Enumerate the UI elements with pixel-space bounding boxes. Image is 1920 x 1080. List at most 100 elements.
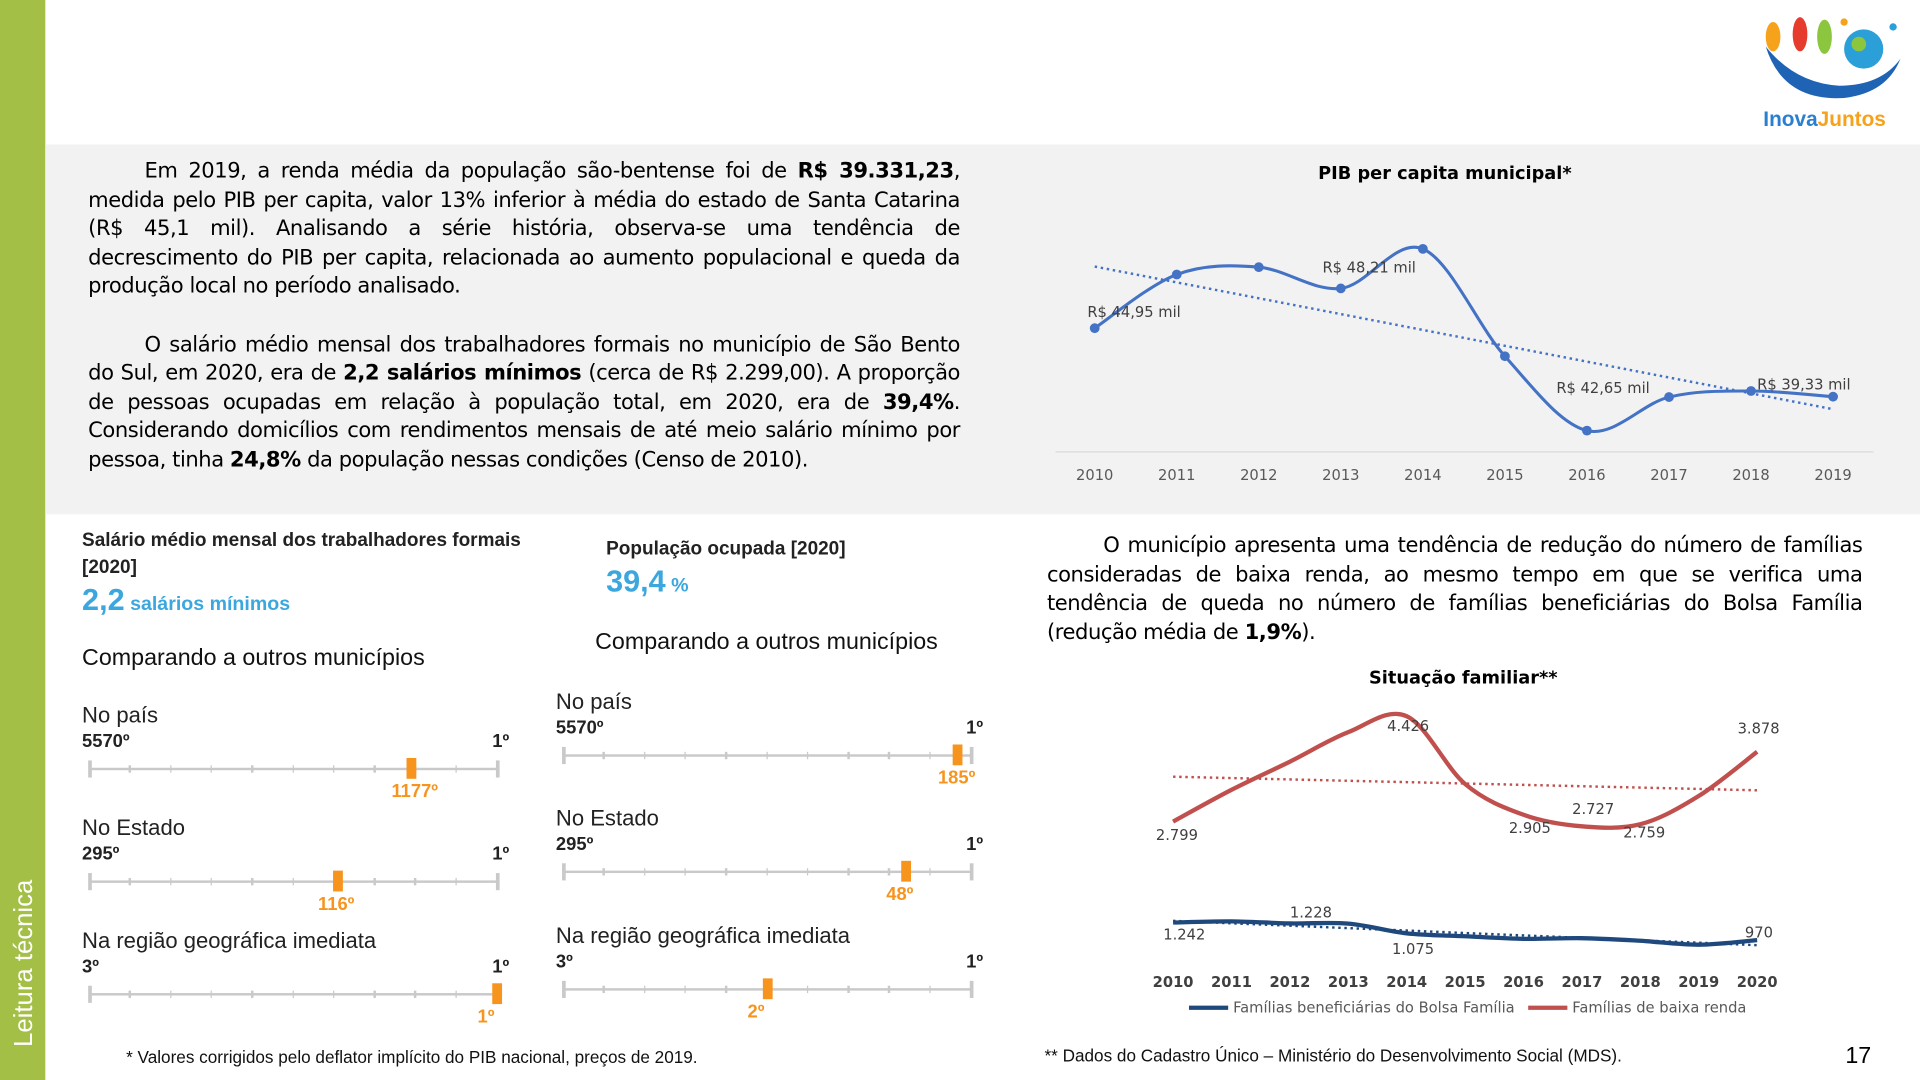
rank-tick	[455, 990, 457, 998]
data-label: 970	[1745, 925, 1773, 942]
rank-marker	[492, 983, 503, 1005]
x-tick-label: 2019	[1678, 974, 1719, 991]
rank-tick	[806, 868, 809, 876]
rank-worst: 5570º	[82, 731, 130, 752]
data-label: 2.905	[1509, 820, 1551, 837]
rank-tick	[929, 868, 931, 876]
rank-tick	[684, 751, 687, 760]
x-tick-label: 2018	[1620, 974, 1661, 991]
rank-tick	[847, 868, 850, 876]
data-point	[1335, 283, 1346, 294]
salary-compare-label: Comparando a outros municípios	[82, 645, 425, 672]
rank-tick	[929, 985, 931, 994]
rank-tick	[88, 985, 92, 1003]
rank-tick	[969, 980, 974, 998]
data-label: R$ 39,33 mil	[1757, 376, 1850, 393]
rank-tick	[643, 751, 646, 760]
rank-tick	[292, 765, 294, 773]
data-label: R$ 42,65 mil	[1556, 380, 1649, 397]
rank-scope-label: No país	[82, 702, 159, 728]
salary-indicator-value: 2,2 salários mínimos	[82, 582, 291, 618]
data-point	[1746, 386, 1756, 396]
trendline	[1094, 265, 1834, 411]
rank-tick	[210, 877, 213, 886]
rank-marker	[900, 860, 911, 882]
sidebar: Leitura técnica	[0, 0, 46, 1080]
footnote-pib: * Valores corrigidos pelo deflator implí…	[126, 1046, 698, 1067]
rank-tick	[414, 990, 417, 998]
data-point	[1417, 243, 1428, 254]
rank-tick	[373, 765, 376, 773]
rank-best: 1º	[966, 717, 984, 739]
paragraph-salario: O salário médio mensal dos trabalhadores…	[88, 332, 961, 473]
rank-tick	[88, 760, 92, 778]
rank-tick	[602, 985, 605, 994]
family-chart-title: Situação familiar**	[1368, 668, 1558, 689]
rank-position: 48º	[886, 884, 914, 905]
occupied-compare-label: Comparando a outros municípios	[595, 629, 938, 656]
rank-tick	[292, 877, 294, 886]
data-label: 2.759	[1623, 825, 1665, 842]
occupied-indicator-value: 39,4 %	[606, 564, 689, 599]
rank-position: 185º	[937, 767, 976, 789]
rank-tick	[455, 877, 457, 886]
rank-tick	[562, 863, 566, 881]
rank-tick	[373, 990, 376, 998]
rank-tick	[806, 985, 809, 994]
rank-worst: 3º	[555, 951, 573, 973]
rank-tick	[725, 751, 727, 760]
rank-tick	[251, 765, 254, 773]
data-point	[1253, 262, 1264, 273]
rank-position: 2º	[747, 1001, 765, 1023]
rank-tick	[414, 877, 417, 886]
rank-tick	[455, 765, 457, 773]
rank-tick	[210, 765, 213, 773]
data-label: 2.727	[1572, 801, 1614, 818]
rank-worst: 5570º	[555, 717, 604, 739]
rank-tick	[765, 868, 768, 876]
rank-tick	[929, 751, 931, 760]
rank-tick	[602, 868, 605, 876]
x-tick-label: 2020	[1737, 974, 1778, 991]
data-point	[1089, 323, 1100, 334]
rank-tick	[888, 751, 891, 760]
x-tick-label: 2014	[1404, 467, 1441, 484]
rank-best: 1º	[966, 833, 984, 855]
series-line	[1173, 919, 1758, 947]
data-point	[1664, 392, 1674, 402]
salary-indicator-title: Salário médio mensal dos trabalhadores f…	[82, 530, 521, 578]
x-tick-label: 2012	[1240, 467, 1277, 484]
intro-text: Em 2019, a renda média da população são-…	[88, 158, 960, 476]
rank-tick	[765, 751, 768, 760]
rank-marker	[406, 757, 416, 779]
x-tick-label: 2011	[1211, 974, 1252, 991]
x-tick-label: 2015	[1486, 467, 1523, 484]
data-point	[1582, 425, 1592, 436]
pib-chart-title: PIB per capita municipal*	[1318, 164, 1572, 184]
x-tick-label: 2010	[1153, 974, 1194, 991]
rank-tick	[128, 765, 131, 773]
data-label: 3.878	[1738, 720, 1780, 737]
x-tick-label: 2013	[1328, 974, 1369, 991]
rank-tick	[806, 751, 809, 760]
rank-scope-label: Na região geográfica imediata	[82, 928, 377, 953]
rank-best: 1º	[492, 956, 510, 978]
data-label: 2.799	[1156, 827, 1198, 844]
summary-band	[45, 144, 1920, 515]
rank-scope-label: No país	[555, 689, 632, 714]
rank-tick	[169, 990, 172, 998]
rank-tick	[128, 990, 131, 998]
rank-tick	[332, 990, 335, 998]
rank-worst: 3º	[82, 956, 99, 978]
rank-scope-label: No Estado	[82, 815, 185, 841]
x-tick-label: 2012	[1269, 974, 1310, 991]
rank-marker	[762, 978, 773, 1000]
data-point	[1500, 351, 1510, 362]
data-label: 1.075	[1392, 941, 1434, 958]
x-tick-label: 2017	[1561, 974, 1602, 991]
logo-text-b: Juntos	[1817, 107, 1886, 132]
rank-tick	[562, 980, 566, 998]
x-tick-label: 2013	[1322, 467, 1359, 484]
rank-tick	[292, 990, 294, 998]
